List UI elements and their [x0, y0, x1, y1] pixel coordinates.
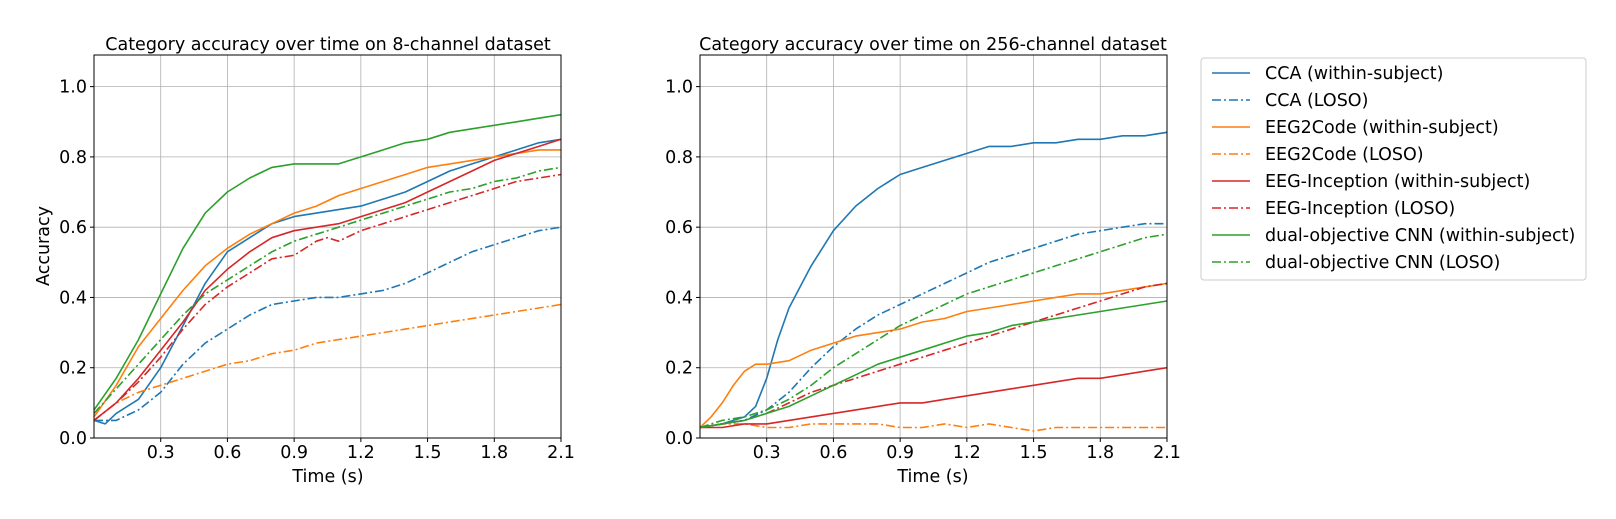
series-line-eeg-inception-within-subject [700, 366, 1168, 429]
x-tick-label: 0.6 [214, 443, 242, 463]
legend-item-eeg-inception-within-subject: EEG-Inception (within-subject) [1212, 172, 1530, 192]
series-line-eeg2code-within-subject [699, 282, 1168, 429]
legend-item-eeg-inception-loso: EEG-Inception (LOSO) [1212, 199, 1455, 219]
x-tick-label: 1.5 [1020, 443, 1048, 463]
x-axis-label: Time (s) [896, 467, 968, 487]
legend-label: dual-objective CNN (LOSO) [1265, 253, 1500, 273]
legend-item-cca-within-subject: CCA (within-subject) [1212, 64, 1443, 84]
y-tick-label: 0.8 [59, 148, 87, 168]
x-tick-label: 1.8 [480, 443, 508, 463]
series-line-eeg-inception-loso [699, 282, 1168, 429]
legend-item-dual-objective-cnn-loso: dual-objective CNN (LOSO) [1212, 253, 1500, 273]
chart-8-channel: Category accuracy over time on 8-channel… [34, 35, 575, 487]
legend-label: CCA (within-subject) [1265, 64, 1443, 84]
series-line-eeg2code-loso [699, 423, 1167, 432]
x-tick-label: 1.5 [414, 443, 442, 463]
legend: CCA (within-subject) CCA (LOSO) EEG2Code (… [1200, 57, 1587, 281]
legend-label: dual-objective CNN (within-subject) [1265, 226, 1575, 246]
legend-frame [1200, 57, 1587, 281]
x-tick-label: 2.1 [1153, 443, 1181, 463]
series-line-cca-within-subject [699, 131, 1168, 429]
legend-item-eeg2code-loso: EEG2Code (LOSO) [1212, 145, 1424, 165]
ticks: 0.3 0.6 0.9 1.2 1.5 1.8 2.1 0.0 0.2 0.4 0.6 0.8 1.0 [59, 78, 575, 463]
x-tick-label: 1.2 [347, 443, 375, 463]
chart-title: Category accuracy over time on 8-channel… [105, 35, 551, 55]
legend-item-dual-objective-cnn-within-subject: dual-objective CNN (within-subject) [1212, 226, 1575, 246]
series-group [699, 131, 1168, 432]
series-line-eeg2code-loso [93, 303, 562, 422]
series-line-eeg-inception-within-subject [93, 138, 562, 422]
series-line-eeg2code-within-subject [93, 149, 561, 418]
y-tick-label: 0.6 [59, 218, 87, 238]
y-tick-label: 0.0 [665, 429, 693, 449]
legend-label: CCA (LOSO) [1265, 91, 1368, 111]
series-group [93, 113, 562, 425]
series-line-dual-objective-cnn-loso [699, 233, 1168, 429]
y-tick-label: 1.0 [59, 78, 87, 98]
x-tick-label: 0.3 [753, 443, 781, 463]
x-axis-label: Time (s) [291, 467, 363, 487]
legend-label: EEG-Inception (LOSO) [1265, 199, 1455, 219]
series-line-cca-within-subject [93, 138, 562, 425]
legend-label: EEG2Code (LOSO) [1265, 145, 1424, 165]
x-tick-label: 0.3 [147, 443, 175, 463]
x-tick-label: 0.6 [820, 443, 848, 463]
series-line-dual-objective-cnn-loso [93, 166, 562, 414]
y-tick-label: 1.0 [665, 78, 693, 98]
series-line-dual-objective-cnn-within-subject [699, 300, 1168, 429]
y-tick-label: 0.8 [665, 148, 693, 168]
x-tick-label: 0.9 [280, 443, 308, 463]
plot-frame [93, 54, 562, 439]
legend-entries: CCA (within-subject) CCA (LOSO) EEG2Code (… [1212, 64, 1575, 273]
legend-label: EEG2Code (within-subject) [1265, 118, 1499, 138]
y-tick-label: 0.0 [59, 429, 87, 449]
x-tick-label: 1.8 [1086, 443, 1114, 463]
series-line-cca-loso [699, 222, 1167, 429]
plot-frame [699, 54, 1168, 439]
series-line-cca-loso [94, 226, 562, 422]
y-tick-label: 0.2 [59, 359, 87, 379]
y-tick-label: 0.4 [665, 288, 693, 308]
legend-item-eeg2code-within-subject: EEG2Code (within-subject) [1212, 118, 1499, 138]
y-tick-label: 0.6 [665, 218, 693, 238]
series-line-dual-objective-cnn-within-subject [93, 113, 562, 411]
y-tick-label: 0.2 [665, 359, 693, 379]
y-tick-label: 0.4 [59, 288, 87, 308]
chart-256-channel: Category accuracy over time on 256-chann… [665, 35, 1181, 487]
x-tick-label: 2.1 [547, 443, 575, 463]
ticks: 0.3 0.6 0.9 1.2 1.5 1.8 2.1 0.0 0.2 0.4 0.6 0.8 1.0 [665, 78, 1181, 463]
x-tick-label: 0.9 [886, 443, 914, 463]
chart-title: Category accuracy over time on 256-chann… [699, 35, 1167, 55]
series-line-eeg-inception-loso [93, 173, 562, 422]
y-axis-label: Accuracy [34, 206, 54, 286]
legend-label: EEG-Inception (within-subject) [1265, 172, 1530, 192]
x-tick-label: 1.2 [953, 443, 981, 463]
legend-item-cca-loso: CCA (LOSO) [1212, 91, 1368, 111]
